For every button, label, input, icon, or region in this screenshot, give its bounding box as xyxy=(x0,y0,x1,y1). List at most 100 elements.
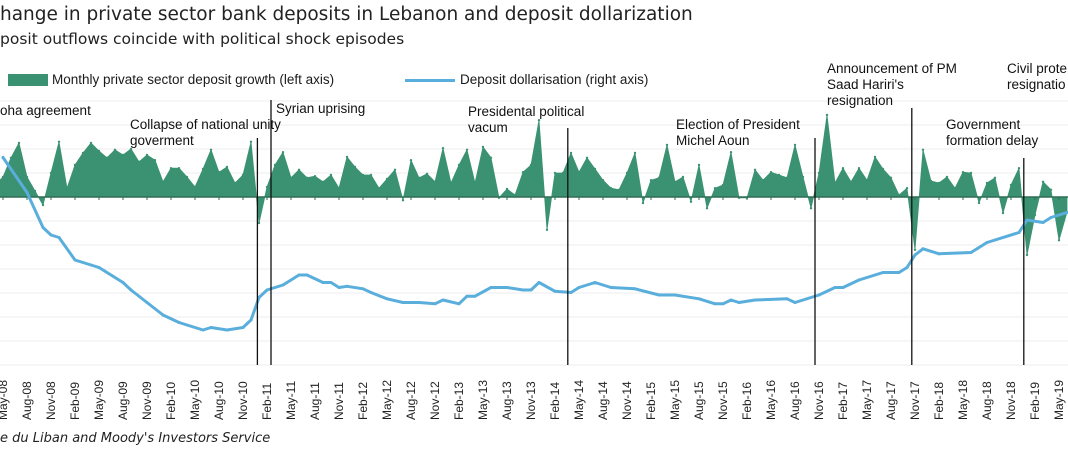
dollarisation-point xyxy=(713,302,717,306)
dollarisation-point xyxy=(897,271,901,274)
dollarisation-point xyxy=(25,191,29,194)
annotation-text: Syrian uprising xyxy=(276,101,366,116)
growth-point xyxy=(993,176,997,179)
growth-point xyxy=(881,167,885,171)
annotation-text: resignatio xyxy=(1007,77,1066,92)
annotation-text: Michel Aoun xyxy=(676,133,750,148)
x-tick-label: May-10 xyxy=(188,380,202,420)
x-tick-label: Nov-15 xyxy=(716,381,730,420)
growth-point xyxy=(153,159,157,162)
growth-point xyxy=(529,163,533,167)
dollarisation-point xyxy=(985,241,989,244)
growth-point xyxy=(425,172,429,175)
dollarisation-point xyxy=(1025,218,1029,222)
growth-point xyxy=(633,151,637,155)
dollarisation-point xyxy=(225,328,229,332)
growth-point xyxy=(649,179,653,182)
x-tick-label: Feb-17 xyxy=(836,382,850,420)
growth-point xyxy=(369,173,373,177)
growth-point xyxy=(481,145,485,149)
growth-point xyxy=(209,148,213,151)
growth-point xyxy=(49,171,53,175)
growth-point xyxy=(985,181,989,185)
source-note: e du Liban and Moody's Investors Service xyxy=(0,431,271,446)
growth-point xyxy=(681,175,685,179)
growth-point xyxy=(817,171,821,175)
dollarisation-point xyxy=(73,258,77,262)
growth-point xyxy=(785,176,789,179)
dollarisation-point xyxy=(329,281,333,284)
growth-point xyxy=(233,181,237,185)
dollarisation-point xyxy=(753,298,757,302)
growth-point xyxy=(441,147,445,150)
growth-point xyxy=(337,187,341,190)
x-tick-label: Aug-15 xyxy=(692,381,706,420)
growth-point xyxy=(801,175,805,179)
dollarisation-point xyxy=(345,284,349,288)
dollarisation-point xyxy=(457,302,461,306)
growth-point xyxy=(1049,188,1053,191)
growth-point xyxy=(25,175,29,179)
dollarisation-point xyxy=(337,286,341,289)
growth-point xyxy=(1017,167,1021,170)
x-tick-label: Nov-11 xyxy=(332,382,346,420)
growth-point xyxy=(561,171,565,175)
dollarisation-point xyxy=(281,283,285,287)
growth-point xyxy=(145,153,149,157)
dollarisation-point xyxy=(385,297,389,301)
dollarisation-point xyxy=(465,294,469,298)
growth-point xyxy=(953,187,957,190)
annotation-civil-protests: Civil prote resignatio xyxy=(1007,61,1067,93)
x-tick-label: May-16 xyxy=(764,380,778,420)
dollarisation-point xyxy=(817,293,821,297)
growth-point xyxy=(401,199,405,202)
growth-point xyxy=(641,201,645,205)
dollarisation-point xyxy=(793,301,797,304)
growth-point xyxy=(65,187,69,190)
growth-point xyxy=(465,148,469,151)
x-tick-label: Nov-10 xyxy=(236,381,250,420)
dollarisation-point xyxy=(969,251,973,254)
x-tick-label: Feb-10 xyxy=(164,382,178,420)
dollarisation-point xyxy=(321,281,325,284)
x-tick-label: May-15 xyxy=(668,380,682,420)
chart-subtitle: posit outflows coincide with political s… xyxy=(0,30,405,48)
dollarisation-point xyxy=(489,286,493,289)
x-tick-label: Feb-16 xyxy=(740,382,754,420)
annotation-text: oha agreement xyxy=(0,103,91,118)
dollarisation-point xyxy=(1041,221,1045,224)
growth-point xyxy=(217,171,221,174)
dollarisation-point xyxy=(369,291,373,294)
growth-point xyxy=(977,201,981,205)
growth-point xyxy=(697,163,701,167)
x-tick-label: Aug-10 xyxy=(212,381,226,420)
growth-point xyxy=(841,167,845,170)
x-tick-label: Feb-18 xyxy=(932,382,946,420)
growth-point xyxy=(873,155,877,159)
growth-point xyxy=(769,171,773,174)
x-tick-label: May-17 xyxy=(860,380,874,420)
growth-point xyxy=(9,156,13,159)
growth-point xyxy=(17,141,21,145)
growth-point xyxy=(305,176,309,179)
x-tick-label: Feb-13 xyxy=(452,382,466,420)
growth-point xyxy=(793,143,797,147)
growth-point xyxy=(617,188,621,191)
x-tick-label: Nov-09 xyxy=(140,381,154,420)
dollarisation-point xyxy=(521,288,525,292)
growth-point xyxy=(1,175,5,179)
growth-point xyxy=(809,207,813,210)
dollarisation-point xyxy=(785,297,789,301)
growth-point xyxy=(713,187,717,190)
dollarisation-point xyxy=(265,288,269,292)
annotation-text: resignation xyxy=(827,93,894,108)
dollarisation-point xyxy=(505,286,509,289)
growth-point xyxy=(137,160,141,163)
dollarisation-point xyxy=(441,298,445,302)
dollarisation-point xyxy=(905,266,909,269)
growth-point xyxy=(849,180,853,183)
growth-point xyxy=(241,173,245,177)
growth-point xyxy=(97,149,101,153)
growth-point xyxy=(1041,180,1045,183)
growth-point xyxy=(321,180,325,183)
